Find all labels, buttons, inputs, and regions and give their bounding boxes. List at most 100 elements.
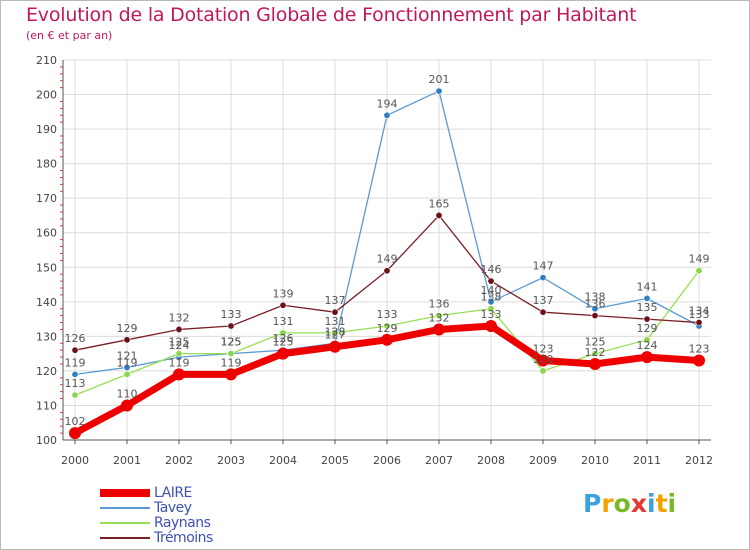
data-point [435, 312, 443, 320]
data-label: 147 [533, 260, 554, 273]
legend-label-tavey: Tavey [154, 500, 192, 516]
x-tick-label: 2004 [269, 454, 297, 467]
data-point [225, 368, 237, 381]
data-label: 149 [377, 253, 398, 266]
data-label: 149 [689, 253, 710, 266]
data-label: 119 [117, 356, 138, 369]
proxiti-logo: Proxiti [583, 489, 676, 518]
data-label: 146 [481, 263, 502, 276]
data-label: 125 [221, 336, 242, 349]
x-tick-label: 2010 [581, 454, 609, 467]
x-tick-label: 2009 [529, 454, 557, 467]
data-label: 136 [429, 298, 450, 311]
data-label: 139 [273, 287, 294, 300]
data-label: 129 [377, 322, 398, 335]
data-point [383, 322, 391, 330]
data-point [487, 277, 495, 285]
data-label: 125 [221, 336, 242, 349]
data-label: 102 [65, 415, 86, 428]
y-tick-label: 180 [36, 158, 57, 171]
data-point [279, 301, 287, 309]
data-point [539, 367, 547, 375]
data-point [277, 347, 289, 360]
data-label: 119 [221, 356, 242, 369]
x-tick-label: 2006 [373, 454, 401, 467]
data-label: 131 [325, 315, 346, 328]
data-label: 135 [637, 301, 658, 314]
data-label: 126 [65, 332, 86, 345]
legend-label-raynans: Raynans [154, 515, 211, 531]
data-label: 194 [377, 97, 398, 110]
data-label: 131 [273, 315, 294, 328]
data-point [227, 322, 235, 330]
data-label: 125 [273, 336, 294, 349]
data-label: 127 [325, 329, 346, 342]
data-point [173, 368, 185, 381]
data-point [433, 323, 445, 336]
legend-swatch-tavey [100, 507, 150, 509]
y-tick-label: 110 [36, 399, 57, 412]
data-point [71, 391, 79, 399]
legend-swatch-tremoins [100, 537, 150, 539]
data-label: 123 [533, 343, 554, 356]
y-tick-label: 130 [36, 330, 57, 343]
y-tick-label: 120 [36, 365, 57, 378]
data-point [435, 87, 443, 95]
x-tick-label: 2007 [425, 454, 453, 467]
data-label: 133 [689, 308, 710, 321]
x-tick-label: 2002 [165, 454, 193, 467]
data-point [123, 336, 131, 344]
data-point [643, 336, 651, 344]
data-label: 125 [585, 336, 606, 349]
data-label: 122 [585, 346, 606, 359]
data-point [539, 308, 547, 316]
data-point [121, 399, 133, 412]
y-tick-label: 140 [36, 296, 57, 309]
y-tick-label: 100 [36, 434, 57, 447]
legend-swatch-raynans [100, 522, 150, 524]
x-tick-label: 2003 [217, 454, 245, 467]
legend-label-tremoins: Trémoins [154, 530, 213, 546]
x-tick-label: 2000 [61, 454, 89, 467]
data-point [381, 333, 393, 346]
logo-letter: P [583, 489, 602, 518]
data-label: 124 [637, 339, 658, 352]
y-tick-label: 160 [36, 227, 57, 240]
data-point [175, 325, 183, 333]
axes: 100 110 120 130 140 150 160 170 180 190 200 210 2000… [36, 54, 713, 467]
data-label: 132 [169, 311, 190, 324]
data-point [695, 267, 703, 275]
data-label: 128 [325, 325, 346, 338]
data-label: 123 [689, 343, 710, 356]
data-label: 133 [481, 308, 502, 321]
data-point [537, 354, 549, 367]
data-label: 119 [169, 356, 190, 369]
y-tick-label: 200 [36, 89, 57, 102]
data-point [695, 319, 703, 327]
x-tick-label: 2001 [113, 454, 141, 467]
data-point [383, 111, 391, 119]
data-point [485, 320, 497, 332]
data-label: 126 [273, 332, 294, 345]
data-label: 133 [377, 308, 398, 321]
data-point [643, 294, 651, 302]
data-point [591, 305, 599, 313]
data-point [123, 370, 131, 378]
logo-letter: i [667, 489, 677, 518]
logo-letter: t [655, 489, 668, 518]
data-label: 137 [533, 294, 554, 307]
data-label: 141 [637, 280, 658, 293]
data-point [589, 358, 601, 370]
data-label: 129 [637, 322, 658, 335]
data-label: 121 [117, 349, 138, 362]
y-tick-label: 190 [36, 123, 57, 136]
legend-swatch-laire [100, 489, 150, 497]
data-point [641, 351, 653, 364]
data-point [539, 274, 547, 282]
data-label: 113 [65, 377, 86, 390]
x-tick-label: 2008 [477, 454, 505, 467]
data-label: 137 [325, 294, 346, 307]
data-point [71, 370, 79, 378]
data-point [227, 350, 235, 358]
